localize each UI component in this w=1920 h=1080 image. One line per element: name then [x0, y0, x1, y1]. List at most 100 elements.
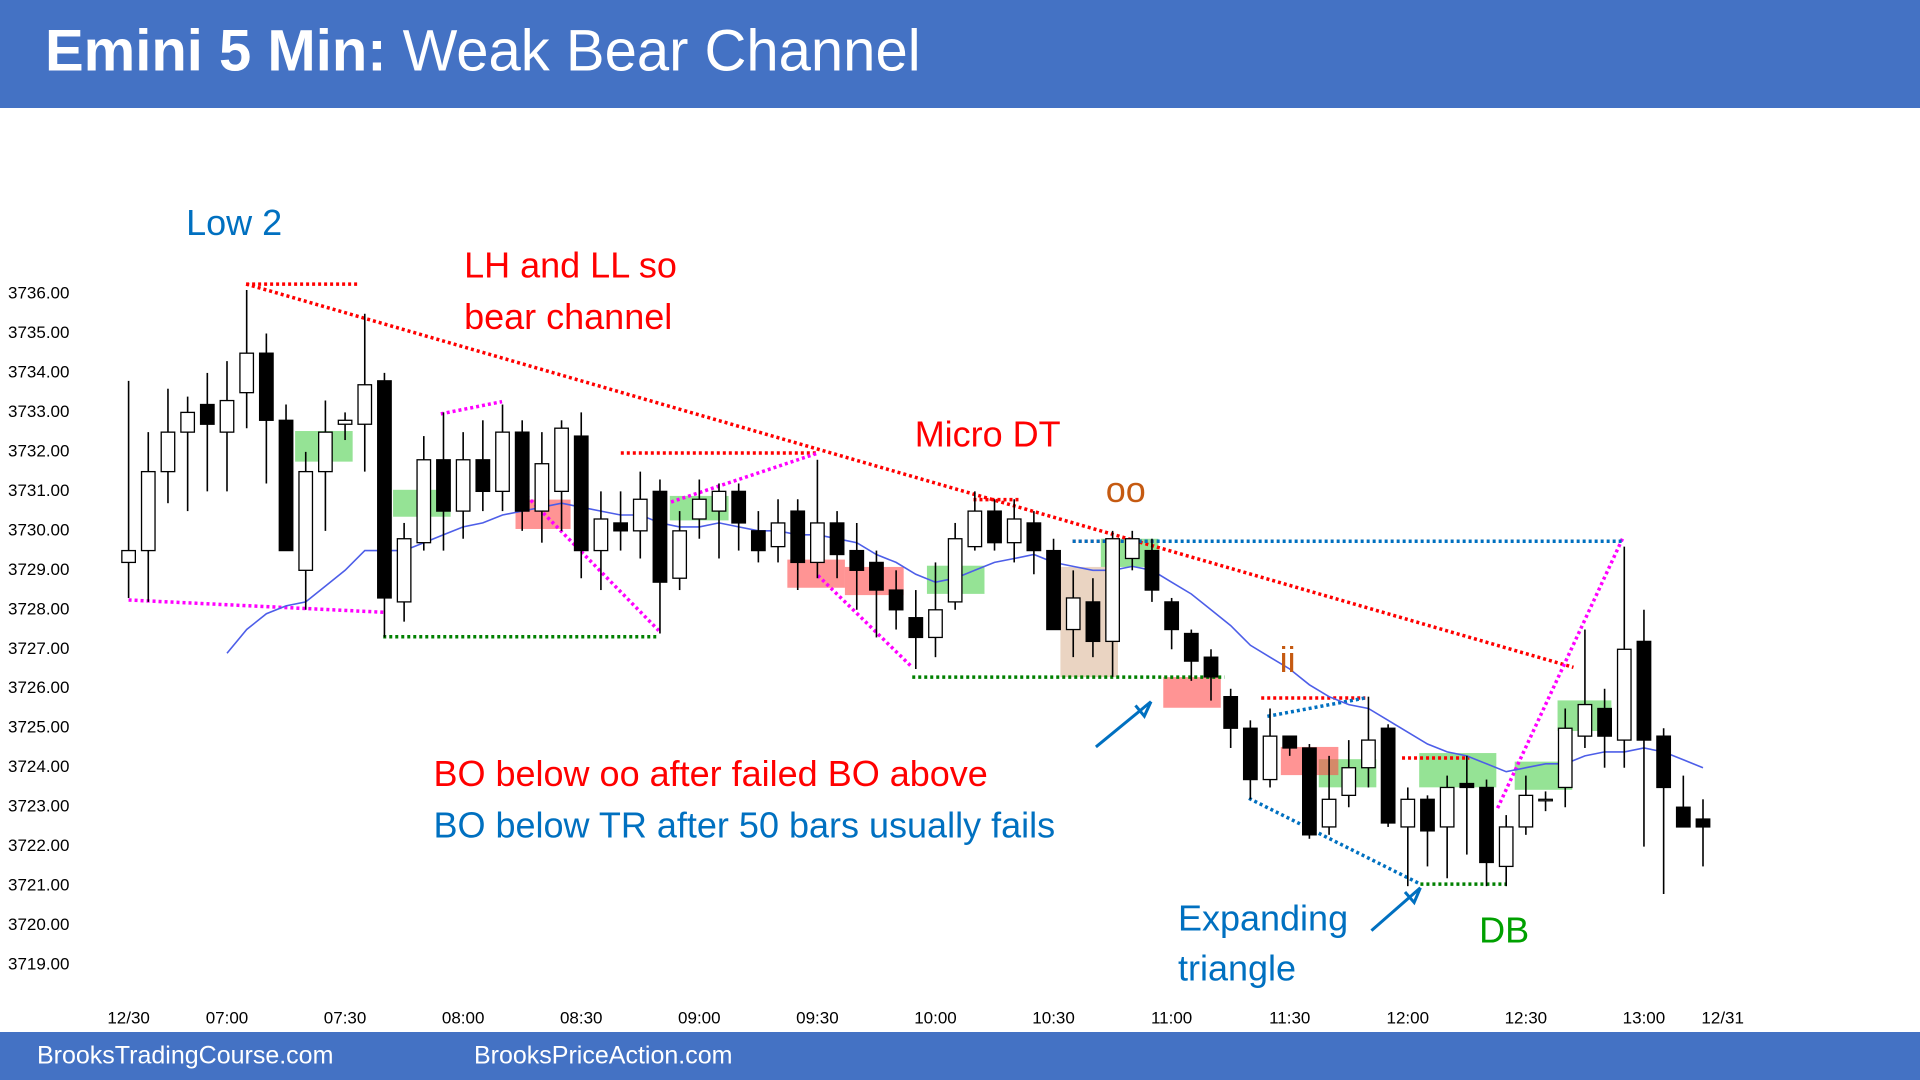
candle-body [928, 609, 943, 639]
annotation: Micro DT [915, 414, 1061, 455]
x-tick-label: 10:00 [914, 1008, 957, 1027]
candle-body [317, 431, 333, 473]
x-tick-label: 07:00 [206, 1008, 249, 1027]
arrow [1094, 700, 1152, 749]
y-tick-label: 3730.00 [8, 520, 69, 539]
x-tick-label: 13:00 [1623, 1008, 1666, 1027]
y-tick-label: 3734.00 [8, 362, 69, 381]
annotation: BO below TR after 50 bars usually fails [433, 804, 1055, 845]
arrow-head [1134, 701, 1153, 719]
candle-body [396, 538, 412, 603]
plot-area: 3719.00 3720.00 3721.00 3722.00 3723.00 3724.… [8, 202, 1744, 1028]
candle-body [180, 411, 196, 433]
candle-body [475, 459, 491, 493]
candle-body [455, 459, 471, 512]
candle-body [672, 530, 688, 579]
y-tick-label: 3723.00 [8, 797, 69, 816]
candle-body [1046, 549, 1061, 631]
candle-body [711, 490, 727, 512]
y-tick-label: 3729.00 [8, 560, 69, 579]
annotation: Expanding [1178, 897, 1348, 938]
dotted-line [1248, 796, 1422, 886]
candle-body [790, 510, 806, 564]
candle-body [573, 435, 589, 552]
dotted-line [1495, 538, 1625, 809]
candle-body [1479, 786, 1494, 864]
candle-body [1124, 538, 1140, 560]
candle-body [416, 459, 432, 544]
dotted-line [128, 598, 384, 614]
candle-body [140, 470, 156, 552]
y-tick-label: 3731.00 [8, 481, 69, 500]
candle-body [1557, 727, 1573, 789]
y-tick-label: 3735.00 [8, 323, 69, 342]
x-tick-label: 12:30 [1505, 1008, 1548, 1027]
chart-title: Emini 5 Min: [45, 18, 387, 83]
candle-body [987, 510, 1002, 544]
candle-body [1656, 735, 1672, 789]
candle-body [1695, 818, 1711, 828]
candle-body [1006, 518, 1022, 544]
x-tick-label: 12/31 [1701, 1008, 1744, 1027]
candle-body [239, 352, 255, 394]
annotation: LH and LL so [464, 245, 677, 286]
candle-body [1203, 656, 1219, 678]
candle-body [613, 522, 628, 532]
candle-body [849, 549, 865, 571]
candle-body [1321, 798, 1337, 828]
candle-body [632, 498, 648, 532]
candle-body [1420, 798, 1435, 832]
annotation: BO below oo after failed BO above [433, 753, 987, 794]
y-tick-label: 3720.00 [8, 915, 69, 934]
candle-body [377, 380, 392, 599]
y-tick-label: 3736.00 [8, 283, 69, 302]
candle-body [495, 431, 510, 493]
y-tick-label: 3722.00 [8, 836, 69, 855]
candle-body [1144, 549, 1160, 591]
candle-body [1065, 597, 1081, 631]
ema-line [226, 502, 1704, 773]
candle-body [219, 399, 235, 433]
y-tick-label: 3719.00 [8, 955, 69, 974]
y-tick-label: 3725.00 [8, 718, 69, 737]
candle-body [1616, 648, 1632, 741]
candle-body [1636, 640, 1652, 741]
footer-bar [0, 1032, 1920, 1080]
candle-body [1341, 767, 1357, 797]
annotation: oo [1106, 469, 1146, 510]
x-tick-label: 07:30 [324, 1008, 367, 1027]
chart-subtitle: Weak Bear Channel [403, 18, 921, 83]
annotation: ii [1280, 639, 1296, 680]
candle-body [1183, 632, 1199, 662]
candle-body [1577, 703, 1593, 737]
dotted-line [670, 451, 819, 504]
candle-body [1105, 538, 1120, 643]
candle-body [1400, 798, 1416, 828]
candle-body [1242, 727, 1258, 781]
candle-body [357, 384, 373, 425]
x-tick-label: 12/30 [107, 1008, 150, 1027]
dotted-line [816, 574, 914, 669]
dotted-line [1267, 696, 1366, 719]
candle-body [652, 490, 668, 583]
candle-body [337, 419, 353, 425]
x-tick-label: 11:00 [1151, 1008, 1192, 1027]
candle-body [1675, 806, 1691, 828]
annotation: triangle [1178, 948, 1296, 989]
candle-body [199, 403, 215, 425]
x-tick-label: 11:30 [1269, 1008, 1310, 1027]
y-tick-label: 3732.00 [8, 441, 69, 460]
annotation: bear channel [464, 296, 672, 337]
candle-body [1164, 601, 1180, 631]
candle-body [1459, 782, 1475, 789]
x-tick-label: 08:00 [442, 1008, 485, 1027]
y-tick-label: 3727.00 [8, 639, 69, 658]
candle-body [1302, 747, 1317, 836]
annotation: DB [1479, 910, 1529, 951]
candle-body [770, 522, 786, 548]
candle-body [967, 510, 983, 548]
dotted-line [525, 494, 661, 632]
candle-body [691, 498, 707, 520]
